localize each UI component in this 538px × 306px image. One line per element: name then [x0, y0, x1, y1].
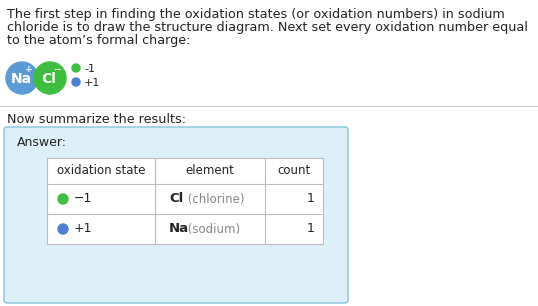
Text: +: +	[25, 65, 33, 74]
Circle shape	[72, 64, 80, 72]
Text: (sodium): (sodium)	[184, 222, 240, 236]
FancyBboxPatch shape	[4, 127, 348, 303]
Text: Na: Na	[169, 222, 189, 236]
Text: −1: −1	[74, 192, 93, 206]
Text: Cl: Cl	[169, 192, 183, 206]
Text: Na: Na	[10, 72, 32, 86]
Bar	[47, 158, 323, 244]
Circle shape	[58, 224, 68, 234]
Text: Answer:: Answer:	[17, 136, 67, 149]
Text: Now summarize the results:: Now summarize the results:	[7, 113, 186, 126]
Text: −: −	[53, 65, 61, 74]
Text: (chlorine): (chlorine)	[184, 192, 244, 206]
Text: count: count	[278, 165, 310, 177]
Text: -1: -1	[84, 64, 95, 73]
Text: +1: +1	[84, 77, 101, 88]
Circle shape	[58, 194, 68, 204]
Text: The first step in finding the oxidation states (or oxidation numbers) in sodium: The first step in finding the oxidation …	[7, 8, 505, 21]
Circle shape	[72, 78, 80, 86]
Text: +1: +1	[74, 222, 93, 236]
Text: to the atom’s formal charge:: to the atom’s formal charge:	[7, 34, 190, 47]
Circle shape	[6, 62, 38, 94]
Text: oxidation state: oxidation state	[56, 165, 145, 177]
Text: element: element	[186, 165, 235, 177]
Text: 1: 1	[307, 192, 315, 206]
Text: chloride is to draw the structure diagram. Next set every oxidation number equal: chloride is to draw the structure diagra…	[7, 21, 528, 34]
Text: Cl: Cl	[41, 72, 56, 86]
Circle shape	[34, 62, 66, 94]
Text: 1: 1	[307, 222, 315, 236]
